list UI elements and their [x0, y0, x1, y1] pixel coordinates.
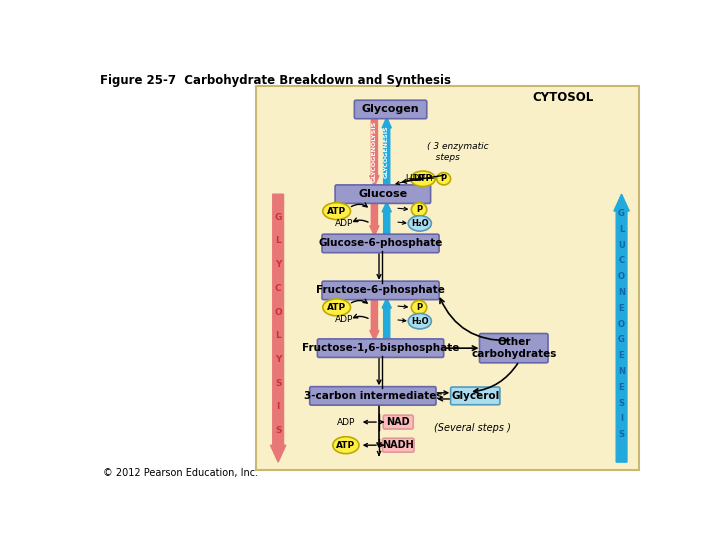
Text: (Several steps ): (Several steps ) — [434, 423, 511, 433]
Text: ATP: ATP — [327, 207, 346, 215]
Text: ATP: ATP — [336, 441, 356, 450]
Text: S: S — [618, 399, 624, 408]
FancyBboxPatch shape — [335, 185, 431, 204]
Polygon shape — [370, 298, 379, 340]
Text: Glucose-6-phosphate: Glucose-6-phosphate — [318, 239, 443, 248]
Text: Glycogen: Glycogen — [361, 104, 419, 114]
Ellipse shape — [411, 300, 427, 314]
Text: U: U — [618, 240, 625, 249]
FancyBboxPatch shape — [382, 438, 414, 452]
Text: L: L — [275, 332, 281, 340]
Text: G: G — [618, 335, 625, 345]
Ellipse shape — [411, 202, 427, 217]
Text: L: L — [619, 225, 624, 234]
Ellipse shape — [323, 299, 351, 316]
Text: Y: Y — [275, 260, 282, 269]
FancyBboxPatch shape — [480, 334, 548, 363]
Text: ADP: ADP — [336, 219, 354, 228]
FancyBboxPatch shape — [322, 234, 439, 253]
Text: C: C — [618, 256, 625, 265]
FancyArrowPatch shape — [354, 314, 368, 319]
Ellipse shape — [408, 215, 431, 231]
Text: Glucose: Glucose — [359, 189, 408, 199]
Text: E: E — [618, 383, 624, 392]
FancyArrowPatch shape — [440, 299, 508, 341]
Text: O: O — [618, 320, 625, 328]
Text: CYTOSOL: CYTOSOL — [532, 91, 594, 104]
Polygon shape — [370, 117, 379, 186]
FancyBboxPatch shape — [354, 100, 427, 119]
Text: E: E — [618, 304, 624, 313]
FancyBboxPatch shape — [451, 387, 500, 405]
Text: I: I — [620, 414, 623, 423]
Text: Other
carbohydrates: Other carbohydrates — [471, 338, 557, 359]
Text: GLYCOGENOLYSIS: GLYCOGENOLYSIS — [372, 121, 377, 183]
Text: P: P — [441, 174, 446, 183]
Polygon shape — [382, 298, 392, 340]
Text: UDP +: UDP + — [406, 174, 438, 183]
Polygon shape — [614, 194, 629, 462]
Ellipse shape — [437, 173, 451, 185]
FancyBboxPatch shape — [318, 339, 444, 357]
Text: 3-carbon intermediates: 3-carbon intermediates — [304, 391, 442, 401]
Text: S: S — [618, 430, 624, 439]
Text: G: G — [274, 213, 282, 222]
Text: C: C — [275, 284, 282, 293]
FancyBboxPatch shape — [310, 387, 436, 405]
Text: P: P — [416, 205, 422, 214]
Polygon shape — [370, 202, 379, 236]
Polygon shape — [271, 194, 286, 462]
Text: S: S — [275, 426, 282, 435]
Text: © 2012 Pearson Education, Inc.: © 2012 Pearson Education, Inc. — [104, 468, 258, 478]
Text: NADH: NADH — [382, 440, 414, 450]
Text: I: I — [276, 402, 280, 411]
Text: O: O — [274, 308, 282, 316]
FancyBboxPatch shape — [383, 415, 413, 429]
Text: H₂O: H₂O — [411, 219, 428, 228]
Text: ATP: ATP — [327, 303, 346, 312]
Text: GLYCOGENESIS: GLYCOGENESIS — [384, 125, 390, 178]
Text: ADP: ADP — [336, 315, 354, 324]
FancyArrowPatch shape — [474, 363, 518, 393]
Text: E: E — [618, 351, 624, 360]
Text: Figure 25-7  Carbohydrate Breakdown and Synthesis: Figure 25-7 Carbohydrate Breakdown and S… — [99, 74, 451, 87]
Text: L: L — [275, 237, 281, 246]
Text: ( 3 enzymatic
   steps: ( 3 enzymatic steps — [427, 142, 488, 161]
Text: H₂O: H₂O — [411, 316, 428, 326]
FancyArrowPatch shape — [351, 299, 367, 303]
Ellipse shape — [323, 202, 351, 220]
Text: G: G — [618, 209, 625, 218]
Text: N: N — [618, 367, 625, 376]
Text: NAD: NAD — [387, 417, 410, 427]
Ellipse shape — [333, 437, 359, 454]
Text: Glycerol: Glycerol — [451, 391, 500, 401]
Text: Fructose-6-phosphate: Fructose-6-phosphate — [316, 286, 445, 295]
Text: S: S — [275, 379, 282, 388]
Polygon shape — [382, 117, 392, 186]
Polygon shape — [382, 202, 392, 236]
FancyArrowPatch shape — [351, 203, 367, 207]
Text: UTP: UTP — [413, 174, 432, 183]
Text: N: N — [618, 288, 625, 297]
Text: ADP: ADP — [337, 417, 355, 427]
Text: O: O — [618, 272, 625, 281]
Text: Y: Y — [275, 355, 282, 364]
Ellipse shape — [408, 314, 431, 329]
FancyBboxPatch shape — [256, 86, 639, 470]
Text: P: P — [416, 303, 422, 312]
FancyBboxPatch shape — [322, 281, 439, 300]
FancyArrowPatch shape — [354, 218, 368, 222]
Text: Fructose-1,6-bisphosphate: Fructose-1,6-bisphosphate — [302, 343, 459, 353]
Ellipse shape — [410, 171, 435, 186]
